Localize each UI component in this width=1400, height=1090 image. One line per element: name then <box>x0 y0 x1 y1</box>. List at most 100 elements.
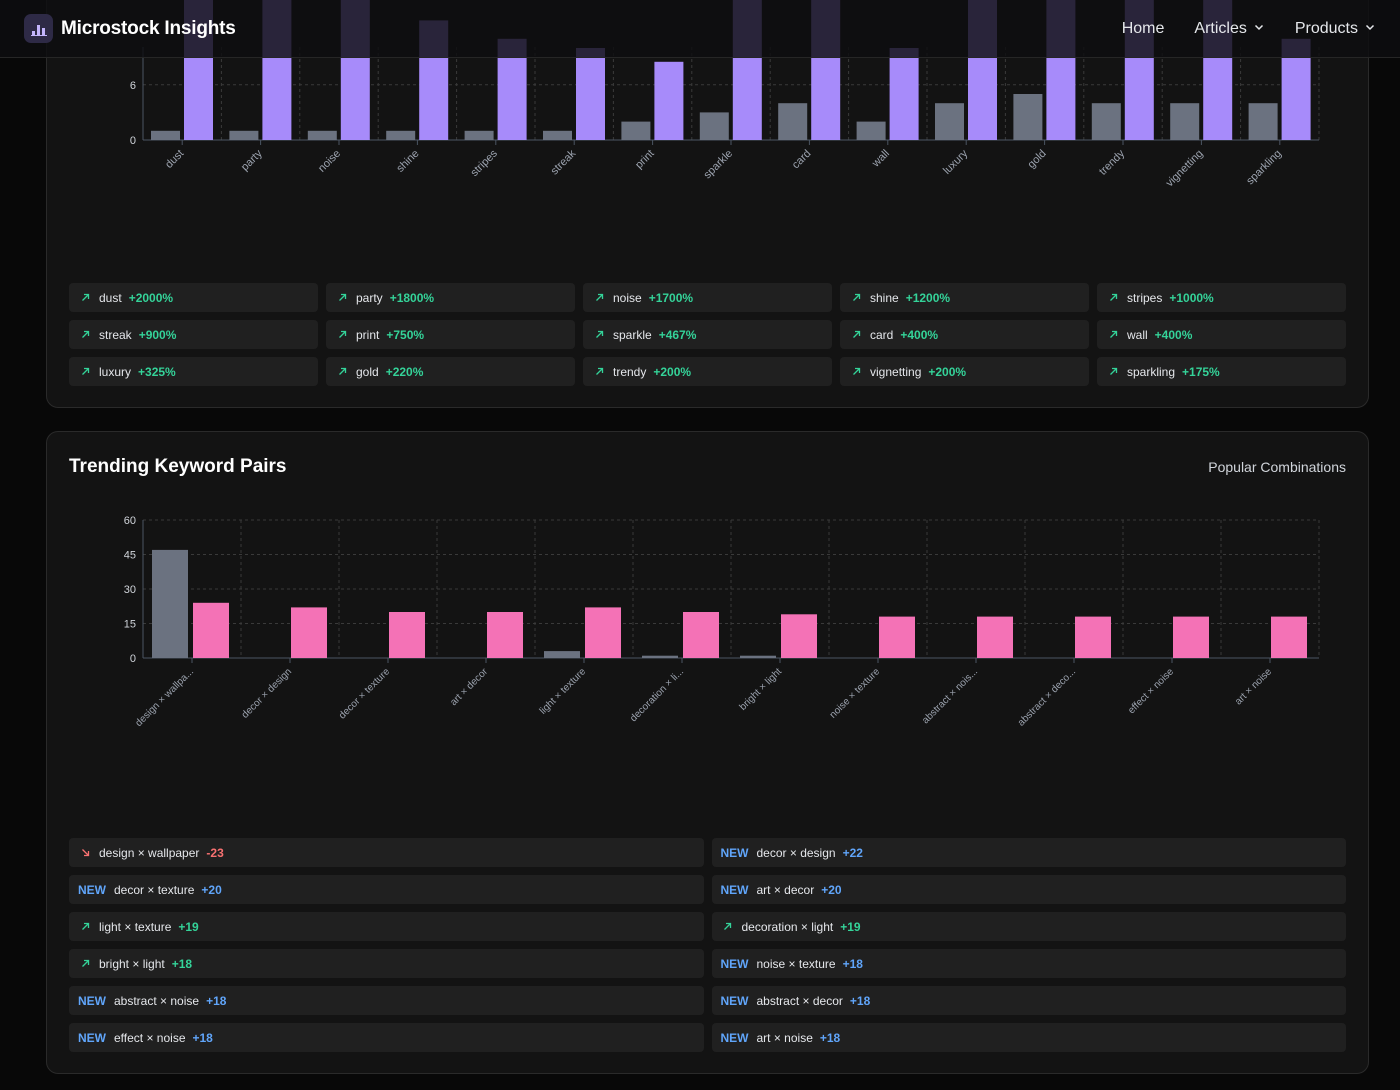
bar-previous[interactable] <box>642 655 678 658</box>
bar-current[interactable] <box>781 614 817 658</box>
bar-previous[interactable] <box>1248 103 1278 140</box>
new-badge: NEW <box>78 1030 106 1045</box>
bar-previous[interactable] <box>778 103 808 140</box>
pair-change: +18 <box>206 993 227 1008</box>
bar-current[interactable] <box>1271 616 1307 658</box>
bar-previous[interactable] <box>699 112 729 140</box>
pair-change: -23 <box>206 845 224 860</box>
keyword-change: +1800% <box>389 290 435 305</box>
bar-current[interactable] <box>879 616 915 658</box>
pair-chip[interactable]: light × texture +19 <box>69 912 704 941</box>
pair-change: +18 <box>842 956 863 971</box>
bar-previous[interactable] <box>740 655 776 658</box>
keyword-chip[interactable]: luxury +325% <box>69 357 318 386</box>
pairs-bar-chart: 0 15 30 45 60 design × wallpa... decor × desig… <box>124 515 1320 729</box>
keyword-chip[interactable]: dust +2000% <box>69 283 318 312</box>
trend-up-icon <box>78 367 92 376</box>
pair-change: +18 <box>171 956 193 971</box>
pair-change: +18 <box>819 1030 841 1045</box>
bar-previous[interactable] <box>1170 103 1200 140</box>
new-badge: NEW <box>720 956 749 971</box>
x-tick-label: light × texture <box>538 666 589 717</box>
keyword-chip[interactable]: streak +900% <box>69 320 318 349</box>
bar-chart-icon <box>24 14 53 43</box>
pair-label: decoration × light <box>741 919 834 934</box>
pair-chip[interactable]: NEW decor × design +22 <box>711 838 1346 867</box>
pair-label: decor × design <box>756 845 836 860</box>
trend-down-icon <box>78 848 92 857</box>
bar-previous[interactable] <box>1013 94 1043 140</box>
pair-chip[interactable]: NEW abstract × noise +18 <box>69 986 704 1015</box>
keyword-label: noise <box>613 290 642 305</box>
bar-current[interactable] <box>487 612 523 658</box>
keyword-label: streak <box>99 327 132 342</box>
pair-chip[interactable]: NEW noise × texture +18 <box>711 949 1346 978</box>
trend-up-icon <box>78 293 92 302</box>
bar-current[interactable] <box>291 607 327 658</box>
bar-current[interactable] <box>889 48 919 140</box>
trend-up-icon <box>592 293 606 302</box>
keyword-chip[interactable]: noise +1700% <box>583 283 832 312</box>
keyword-chip[interactable]: trendy +200% <box>583 357 832 386</box>
bar-current[interactable] <box>389 612 425 658</box>
bar-previous[interactable] <box>152 549 188 658</box>
bar-previous[interactable] <box>543 130 572 140</box>
bar-current[interactable] <box>193 602 229 658</box>
nav-articles[interactable]: Articles <box>1194 20 1264 38</box>
nav-products[interactable]: Products <box>1295 20 1376 38</box>
nav-home[interactable]: Home <box>1122 20 1165 38</box>
keyword-chip[interactable]: gold +220% <box>326 357 575 386</box>
y-tick-label: 30 <box>124 584 136 596</box>
bar-previous[interactable] <box>307 130 337 140</box>
x-tick-label: design × wallpa... <box>133 666 196 729</box>
brand[interactable]: Microstock Insights <box>24 14 236 43</box>
app-title: Microstock Insights <box>61 17 236 39</box>
bar-current[interactable] <box>654 61 684 140</box>
bar-current[interactable] <box>977 616 1013 658</box>
bar-previous[interactable] <box>464 130 494 140</box>
trending-pairs-card: Trending Keyword Pairs Popular Combinati… <box>46 431 1369 1074</box>
pair-chip[interactable]: NEW effect × noise +18 <box>69 1023 704 1052</box>
keyword-chip[interactable]: sparkling +175% <box>1097 357 1346 386</box>
bar-previous[interactable] <box>544 651 580 658</box>
bar-previous[interactable] <box>151 130 180 140</box>
bar-previous[interactable] <box>856 121 886 140</box>
bar-previous[interactable] <box>621 121 651 140</box>
pair-chip[interactable]: NEW decor × texture +20 <box>69 875 704 904</box>
keyword-label: dust <box>99 290 122 305</box>
bar-current[interactable] <box>683 612 719 658</box>
x-tick-label: decor × texture <box>337 666 392 721</box>
trend-up-icon <box>592 367 606 376</box>
x-tick-label: shine <box>394 148 421 175</box>
pair-chip[interactable]: bright × light +18 <box>69 949 704 978</box>
keyword-chip[interactable]: vignetting +200% <box>840 357 1089 386</box>
trend-up-icon <box>1106 367 1120 376</box>
bar-previous[interactable] <box>386 130 416 140</box>
keyword-chip[interactable]: stripes +1000% <box>1097 283 1346 312</box>
keyword-change: +750% <box>386 327 425 342</box>
keyword-chip[interactable]: shine +1200% <box>840 283 1089 312</box>
keyword-label: luxury <box>99 364 132 379</box>
pair-chip[interactable]: design × wallpaper -23 <box>69 838 704 867</box>
keyword-chip[interactable]: party +1800% <box>326 283 575 312</box>
keyword-chip[interactable]: wall +400% <box>1097 320 1346 349</box>
bar-current[interactable] <box>1075 616 1111 658</box>
keyword-chip[interactable]: print +750% <box>326 320 575 349</box>
bar-previous[interactable] <box>1091 103 1121 140</box>
bar-previous[interactable] <box>229 130 259 140</box>
keyword-label: party <box>356 290 383 305</box>
keyword-chip[interactable]: card +400% <box>840 320 1089 349</box>
keyword-chip-grid: dust +2000% party +1800% noise +1700% shine +12… <box>69 283 1346 386</box>
keyword-chip[interactable]: sparkle +467% <box>583 320 832 349</box>
bar-current[interactable] <box>585 607 621 658</box>
pair-chip[interactable]: decoration × light +19 <box>711 912 1346 941</box>
pair-chip[interactable]: NEW abstract × decor +18 <box>711 986 1346 1015</box>
keyword-change: +400% <box>900 327 939 342</box>
x-tick-label: trendy <box>1097 147 1127 177</box>
bar-current[interactable] <box>576 48 605 140</box>
bar-current[interactable] <box>1173 616 1209 658</box>
pair-chip[interactable]: NEW art × decor +20 <box>711 875 1346 904</box>
pair-chip[interactable]: NEW art × noise +18 <box>711 1023 1346 1052</box>
keyword-change: +175% <box>1182 364 1220 379</box>
bar-previous[interactable] <box>935 103 964 140</box>
